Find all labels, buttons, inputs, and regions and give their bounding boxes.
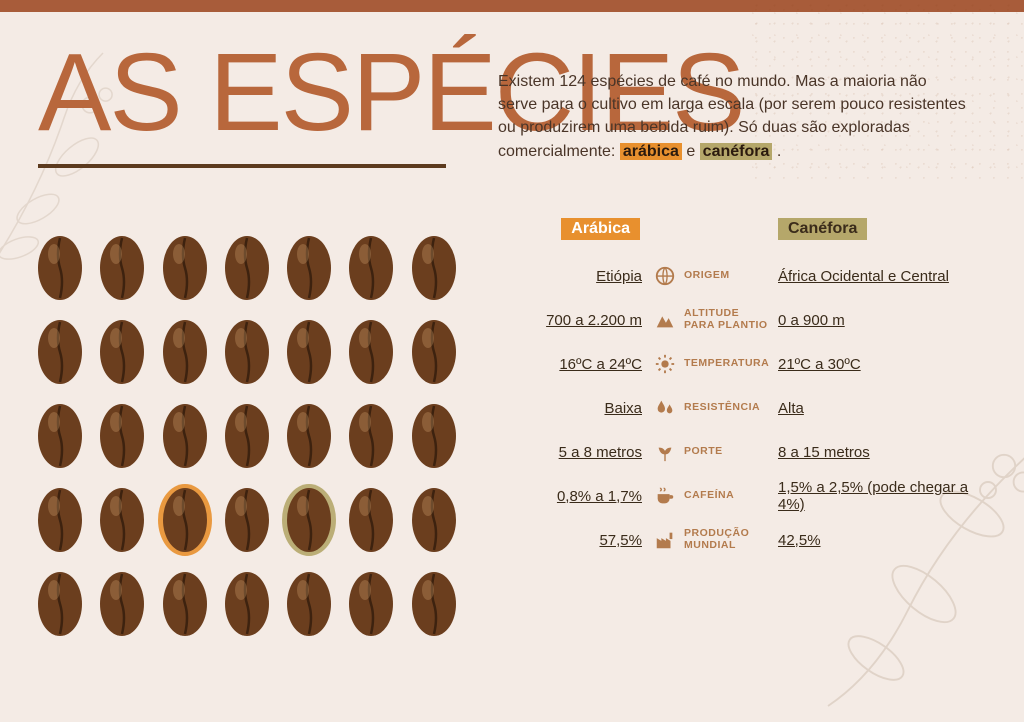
coffee-bean <box>343 482 399 558</box>
coffee-bean <box>32 230 88 306</box>
arabica-value: Etiópia <box>498 268 648 285</box>
coffee-bean <box>406 482 462 558</box>
comparison-row: 5 a 8 metros PORTE 8 a 15 metros <box>498 430 998 474</box>
coffee-bean <box>406 314 462 390</box>
mountain-icon <box>654 309 676 331</box>
coffee-bean <box>94 566 150 642</box>
canefora-value: 42,5% <box>778 532 998 549</box>
arabica-value: 0,8% a 1,7% <box>498 488 648 505</box>
attribute-label: TEMPERATURA <box>684 358 769 370</box>
canefora-value: Alta <box>778 400 998 417</box>
coffee-bean <box>219 566 275 642</box>
coffee-bean <box>406 230 462 306</box>
coffee-bean <box>281 398 337 474</box>
attribute-cell: ALTITUDE PARA PLANTIO <box>648 308 778 331</box>
attribute-cell: RESISTÊNCIA <box>648 397 778 419</box>
coffee-bean <box>157 230 213 306</box>
coffee-bean-highlighted <box>157 482 213 558</box>
top-accent-bar <box>0 0 1024 12</box>
attribute-cell: ORIGEM <box>648 265 778 287</box>
arabica-value: Baixa <box>498 400 648 417</box>
comparison-row: Etiópia ORIGEM África Ocidental e Centra… <box>498 254 998 298</box>
coffee-bean <box>343 398 399 474</box>
arabica-value: 700 a 2.200 m <box>498 312 648 329</box>
canefora-value: África Ocidental e Central <box>778 268 998 285</box>
attribute-cell: PRODUÇÃO MUNDIAL <box>648 528 778 551</box>
arabica-value: 5 a 8 metros <box>498 444 648 461</box>
coffee-bean <box>32 398 88 474</box>
comparison-row: 57,5% PRODUÇÃO MUNDIAL 42,5% <box>498 518 998 562</box>
coffee-bean <box>406 566 462 642</box>
attribute-cell: TEMPERATURA <box>648 353 778 375</box>
cup-icon <box>654 485 676 507</box>
coffee-bean <box>343 566 399 642</box>
plant-icon <box>654 441 676 463</box>
intro-highlight-canefora: canéfora <box>700 143 773 160</box>
beans-grid <box>32 230 462 642</box>
attribute-label: ALTITUDE PARA PLANTIO <box>684 308 772 331</box>
attribute-cell: CAFEÍNA <box>648 485 778 507</box>
comparison-row: Baixa RESISTÊNCIA Alta <box>498 386 998 430</box>
coffee-bean <box>219 398 275 474</box>
title-underline <box>38 164 446 168</box>
intro-mid: e <box>686 143 699 160</box>
coffee-bean <box>32 314 88 390</box>
canefora-value: 21ºC a 30ºC <box>778 356 998 373</box>
arabica-value: 57,5% <box>498 532 648 549</box>
attribute-label: ORIGEM <box>684 270 730 282</box>
attribute-label: PRODUÇÃO MUNDIAL <box>684 528 772 551</box>
factory-icon <box>654 529 676 551</box>
coffee-bean <box>219 230 275 306</box>
comparison-row: 16ºC a 24ºC TEMPERATURA 21ºC a 30ºC <box>498 342 998 386</box>
arabica-value: 16ºC a 24ºC <box>498 356 648 373</box>
attribute-cell: PORTE <box>648 441 778 463</box>
drops-icon <box>654 397 676 419</box>
coffee-bean <box>281 314 337 390</box>
badge-canefora: Canéfora <box>778 218 867 240</box>
coffee-bean <box>32 566 88 642</box>
coffee-bean <box>406 398 462 474</box>
intro-paragraph: Existem 124 espécies de café no mundo. M… <box>498 70 968 163</box>
comparison-table: Arábica Canéfora Etiópia ORIGEM África O… <box>498 218 998 562</box>
coffee-bean <box>94 230 150 306</box>
coffee-bean <box>343 230 399 306</box>
coffee-bean <box>32 482 88 558</box>
globe-icon <box>654 265 676 287</box>
badge-arabica: Arábica <box>561 218 640 240</box>
coffee-bean <box>281 230 337 306</box>
coffee-bean <box>157 398 213 474</box>
intro-highlight-arabica: arábica <box>620 143 682 160</box>
coffee-bean <box>343 314 399 390</box>
coffee-bean <box>157 566 213 642</box>
canefora-value: 8 a 15 metros <box>778 444 998 461</box>
coffee-bean <box>157 314 213 390</box>
coffee-bean <box>219 482 275 558</box>
sun-icon <box>654 353 676 375</box>
comparison-row: 700 a 2.200 m ALTITUDE PARA PLANTIO 0 a … <box>498 298 998 342</box>
attribute-label: CAFEÍNA <box>684 490 734 502</box>
comparison-row: 0,8% a 1,7% CAFEÍNA 1,5% a 2,5% (pode ch… <box>498 474 998 518</box>
attribute-label: RESISTÊNCIA <box>684 402 760 414</box>
coffee-bean <box>281 566 337 642</box>
coffee-bean <box>94 314 150 390</box>
coffee-bean-highlighted <box>281 482 337 558</box>
canefora-value: 0 a 900 m <box>778 312 998 329</box>
intro-suffix: . <box>777 143 781 160</box>
coffee-bean <box>219 314 275 390</box>
canefora-value: 1,5% a 2,5% (pode chegar a 4%) <box>778 479 998 513</box>
attribute-label: PORTE <box>684 446 723 458</box>
coffee-bean <box>94 482 150 558</box>
coffee-bean <box>94 398 150 474</box>
comparison-header: Arábica Canéfora <box>498 218 998 240</box>
